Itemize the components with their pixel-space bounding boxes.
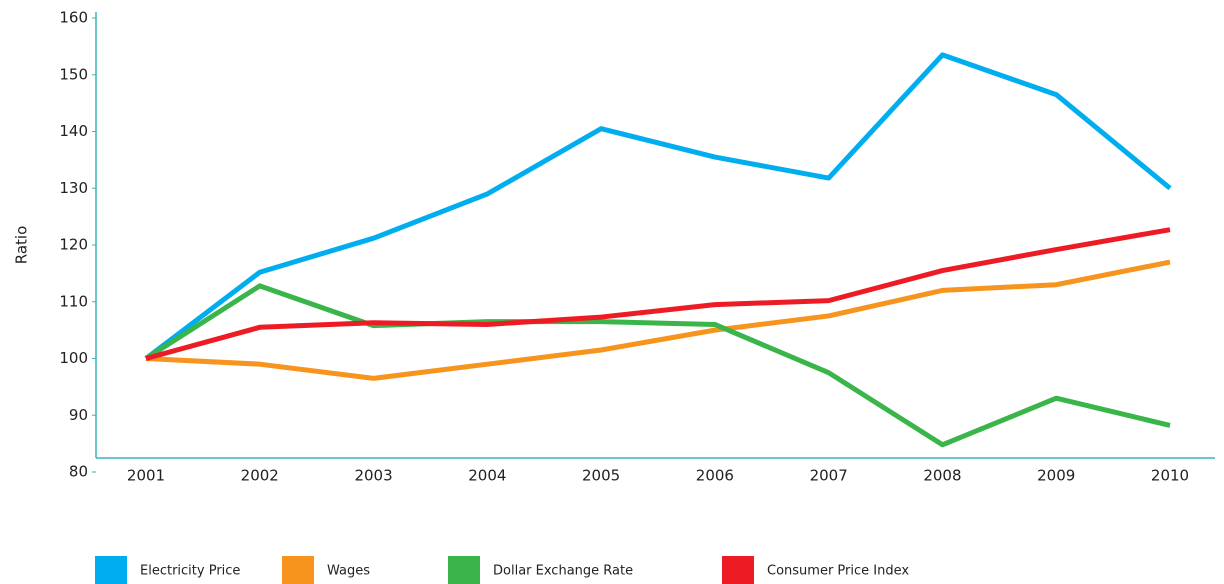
legend-label: Electricity Price [140,564,240,579]
x-tick-label: 2009 [1037,467,1075,485]
x-tick-label: 2007 [810,467,848,485]
line [145,259,1171,381]
x-tick-label: 2002 [241,467,279,485]
line [144,52,1172,361]
x-tick-label: 2006 [696,467,734,485]
line [144,283,1171,448]
y-tick-label: 120 [59,236,88,254]
x-tick-label: 2003 [354,467,392,485]
y-tick-label: 80 [69,463,88,481]
y-tick-label: 110 [59,292,88,310]
x-tick-label: 2005 [582,467,620,485]
legend-label: Dollar Exchange Rate [493,564,633,579]
legend-swatch [95,556,127,584]
y-tick-label: 160 [59,9,88,27]
legend-label: Consumer Price Index [767,564,909,579]
y-tick-label: 100 [59,349,88,367]
line [145,227,1171,361]
legend-label: Wages [327,564,370,579]
y-tick-label: 150 [59,65,88,83]
legend-swatch [722,556,754,584]
y-tick-label: 90 [69,406,88,424]
x-tick-label: 2010 [1151,467,1189,485]
x-tick-label: 2001 [127,467,165,485]
x-tick-label: 2004 [468,467,506,485]
y-tick-label: 130 [59,179,88,197]
legend-swatch [282,556,314,584]
y-tick-label: 140 [59,122,88,140]
legend-swatch [448,556,480,584]
y-axis-label: Ratio [13,226,31,265]
x-tick-label: 2008 [923,467,961,485]
